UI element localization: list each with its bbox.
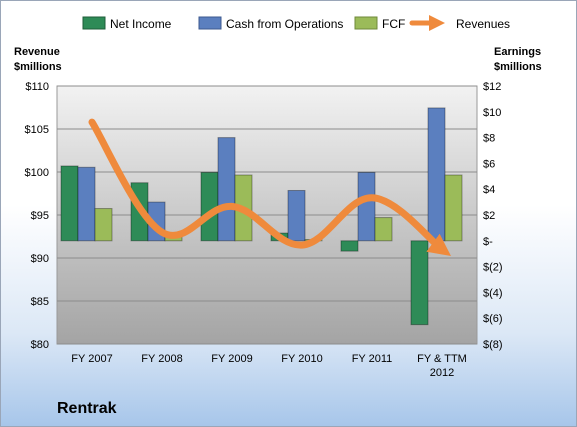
left-tick-label: $80 <box>31 339 49 351</box>
right-axis-title-line1: Earnings <box>494 46 541 58</box>
left-tick-label: $105 <box>25 124 49 136</box>
bar-cash-from-operations-4 <box>357 171 376 242</box>
bar-cash-from-operations-0 <box>77 166 96 242</box>
revenue-line <box>88 118 452 257</box>
x-tick-label: FY 2008 <box>141 353 182 365</box>
legend: Net Income Cash from Operations FCF Reve… <box>82 14 510 32</box>
right-tick-label: $10 <box>483 107 501 119</box>
right-tick-label: $- <box>483 236 493 248</box>
left-tick-label: $100 <box>25 167 49 179</box>
right-tick-label: $2 <box>483 210 495 222</box>
bar-net-income-4 <box>340 240 359 252</box>
left-tick-label: $85 <box>31 296 49 308</box>
right-tick-label: $(2) <box>483 262 503 274</box>
x-tick-label: FY & TTM <box>417 353 467 365</box>
right-tick-label: $8 <box>483 133 495 145</box>
x-tick-label: FY 2011 <box>352 353 393 365</box>
bar-cash-from-operations-5 <box>427 107 446 242</box>
legend-swatch-cash-ops <box>198 16 222 30</box>
legend-swatch-net-income <box>82 16 106 30</box>
left-axis-title-line1: Revenue <box>14 46 60 58</box>
right-tick-label: $12 <box>483 81 501 93</box>
right-tick-label: $(6) <box>483 313 503 325</box>
bar-cash-from-operations-2 <box>217 137 236 242</box>
company-name: Rentrak <box>57 400 117 417</box>
legend-label-revenues: Revenues <box>456 17 510 31</box>
right-tick-label: $(8) <box>483 339 503 351</box>
legend-label-cash-ops: Cash from Operations <box>226 17 343 31</box>
bar-fcf-5 <box>444 174 463 242</box>
left-axis-ticks: $80 $85 $90 $95 $100 $105 $110 <box>25 81 49 351</box>
right-tick-label: $6 <box>483 158 495 170</box>
bar-fcf-4 <box>374 217 393 242</box>
left-tick-label: $90 <box>31 253 49 265</box>
x-tick-label: FY 2007 <box>71 353 112 365</box>
revenue-line-path <box>88 118 452 257</box>
bar-fcf-0 <box>94 208 113 242</box>
legend-swatch-fcf <box>354 16 378 30</box>
x-tick-label: FY 2010 <box>281 353 322 365</box>
bar-series <box>60 107 463 326</box>
right-axis-ticks: $(8) $(6) $(4) $(2) $- $2 $4 $6 $8 $10 $12 <box>483 81 503 351</box>
right-tick-label: $(4) <box>483 287 503 299</box>
x-tick-label: 2012 <box>430 367 454 379</box>
left-tick-label: $95 <box>31 210 49 222</box>
x-axis-ticks: FY 2007 FY 2008 FY 2009 FY 2010 FY 2011 FY & … <box>71 353 467 379</box>
bar-net-income-2 <box>200 171 219 242</box>
bar-net-income-5 <box>410 240 429 326</box>
legend-label-net-income: Net Income <box>110 17 172 31</box>
bar-net-income-0 <box>60 165 79 242</box>
left-tick-label: $110 <box>25 81 49 93</box>
right-axis-title-line2: $millions <box>494 61 542 73</box>
left-axis-title-line2: $millions <box>14 61 62 73</box>
legend-label-fcf: FCF <box>382 17 405 31</box>
x-tick-label: FY 2009 <box>211 353 252 365</box>
right-tick-label: $4 <box>483 184 495 196</box>
bar-cash-from-operations-3 <box>287 189 306 242</box>
